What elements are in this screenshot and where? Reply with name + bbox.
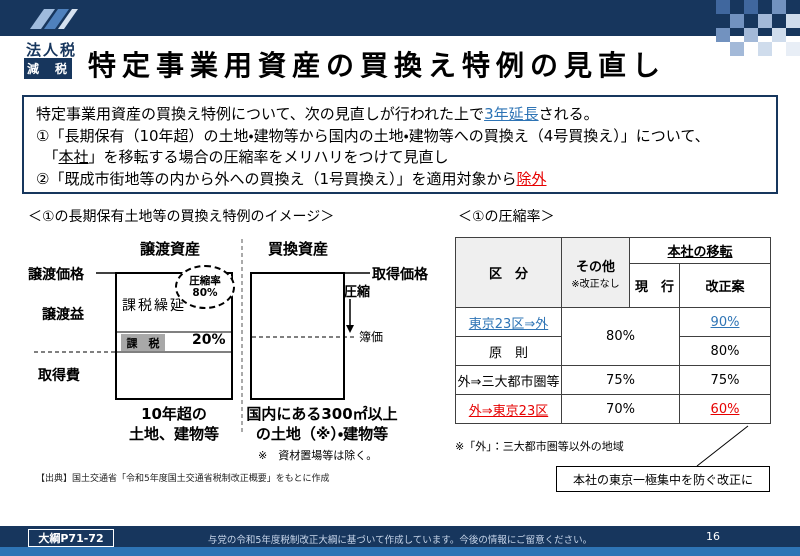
tax-deferral-label: 課税繰延 <box>122 298 186 314</box>
footer-accent-strip <box>0 547 800 556</box>
checker-cell <box>786 0 800 14</box>
headquarters-highlight: 本社 <box>58 148 89 167</box>
tax-reduction-badge: 減 税 <box>24 58 72 79</box>
replacement-asset-bar <box>250 272 345 400</box>
summary-line-1: 特定事業用資産の買換え特例について、次の見直しが行われた上で3年延長される。 <box>36 104 764 126</box>
book-value-label: 簿価 <box>359 330 384 344</box>
table-cell-label: 東京23区⇒外 <box>455 307 562 337</box>
table-cell-label: 外⇒東京23区 <box>455 394 562 424</box>
transfer-price-label: 譲渡価格 <box>28 267 84 283</box>
taxed-chip: 課 税 <box>121 334 165 351</box>
category-label: 法人税 <box>26 41 78 59</box>
callout-box: 本社の東京一極集中を防ぐ改正に <box>556 466 770 492</box>
diagram-lines <box>34 239 370 435</box>
checker-cell <box>772 0 786 14</box>
checker-cell <box>758 14 772 28</box>
checker-cell <box>758 42 772 56</box>
table-cell-value: 80% <box>561 307 680 366</box>
logo-icon <box>30 9 78 29</box>
replacement-diagram: 譲渡資産 買換資産 譲渡価格 取得価格 課税繰延 圧縮率 80% 課 税 20%… <box>0 225 452 503</box>
replacement-asset-label: 買換資産 <box>268 240 329 258</box>
th-revised: 改正案 <box>679 263 771 308</box>
checker-cell <box>772 42 786 56</box>
th-other: その他 ※改正なし <box>561 237 630 308</box>
compression-rate-value: 80% <box>192 287 218 299</box>
checker-cell <box>744 14 758 28</box>
table-cell-label: 原 則 <box>455 336 562 366</box>
checker-cell <box>786 14 800 28</box>
left-bar-caption-line1: 10年超の <box>141 405 207 423</box>
transfer-asset-label: 譲渡資産 <box>140 240 201 258</box>
table-section-title: ＜①の圧縮率＞ <box>458 209 555 225</box>
checker-cell <box>730 42 744 56</box>
summary-box: 特定事業用資産の買換え特例について、次の見直しが行われた上で3年延長される。 ①… <box>22 95 778 194</box>
checker-cell <box>772 28 786 42</box>
diagram-section-title: ＜①の長期保有土地等の買換え特例のイメージ＞ <box>28 209 335 225</box>
table-note: ※「外」：三大都市圏等以外の地域 <box>455 440 624 453</box>
compression-rate-text: 圧縮率 <box>189 274 221 287</box>
callout-connector <box>696 425 749 467</box>
compression-rate-table: 区 分 その他 ※改正なし 本社の移転 現 行 改正案 東京23区⇒外 80% … <box>455 237 771 424</box>
compression-label: 圧縮 <box>344 285 371 300</box>
checker-cell <box>744 28 758 42</box>
page-title: 特定事業用資産の買換え特例の見直し <box>88 49 667 82</box>
summary-line-3: 「本社」を移転する場合の圧縮率をメリハリをつけて見直し <box>36 147 764 169</box>
summary-text: 」を移転する場合の圧縮率をメリハリをつけて見直し <box>88 148 449 167</box>
checker-cell <box>786 42 800 56</box>
summary-text: 特定事業用資産の買換え特例について、次の見直しが行われた上で <box>36 105 485 123</box>
summary-line-2: ①「長期保有（10年超）の土地・建物等から国内の土地・建物等への買換え（4号買換… <box>36 126 710 145</box>
checker-cell <box>758 28 772 42</box>
checker-cell <box>716 0 730 14</box>
table-cell-value: 80% <box>679 336 771 366</box>
th-hq-relocation-label: 本社の移転 <box>667 245 733 260</box>
outline-ref-badge: 大綱P71-72 <box>28 529 114 547</box>
summary-text: される。 <box>538 105 599 123</box>
footer-bar <box>0 526 800 547</box>
table-cell-value: 75% <box>561 365 680 395</box>
summary-text: ②「既成市街地等の内から外への買換え（1号買換え）」を適用対象から <box>36 169 517 188</box>
checker-cell <box>730 28 744 42</box>
checker-cell <box>744 0 758 14</box>
summary-text: 「 <box>36 148 59 167</box>
top-bar <box>0 0 800 36</box>
right-bar-caption-line1: 国内にある300㎡以上 <box>246 405 398 423</box>
summary-line-4: ②「既成市街地等の内から外への買換え（1号買換え）」を適用対象から除外 <box>36 169 764 191</box>
exclusion-highlight: 除外 <box>516 169 547 188</box>
compression-rate-bubble: 圧縮率 80% <box>175 265 235 309</box>
checker-cell <box>758 0 772 14</box>
th-category: 区 分 <box>455 237 562 308</box>
th-hq-relocation: 本社の移転 <box>629 237 771 264</box>
table-cell-value: 60% <box>679 394 771 424</box>
checker-cell <box>772 14 786 28</box>
th-other-line2: ※改正なし <box>571 278 620 290</box>
table-cell-value: 90% <box>679 307 771 337</box>
acquisition-cost-label: 取得費 <box>38 368 80 384</box>
left-bar-caption-line2: 土地、建物等 <box>128 424 219 443</box>
checker-cell <box>716 42 730 56</box>
caption-note: ※ 資材置場等は除く。 <box>258 449 378 462</box>
left-bar-caption: 10年超の 土地、建物等 <box>110 405 238 444</box>
checker-cell <box>744 42 758 56</box>
right-bar-caption: 国内にある300㎡以上 の土地（※）・建物等 <box>238 405 406 444</box>
acquisition-price-label: 取得価格 <box>372 267 428 283</box>
checker-cell <box>730 0 744 14</box>
checker-cell <box>716 28 730 42</box>
right-bar-caption-line2: の土地（※）・建物等 <box>255 424 389 443</box>
checker-cell <box>716 14 730 28</box>
transfer-gain-label: 譲渡益 <box>42 307 84 323</box>
th-current: 現 行 <box>629 263 680 308</box>
table-cell-value: 75% <box>679 365 771 395</box>
transfer-asset-bar <box>115 272 233 400</box>
footer-notice: 与党の令和5年度税制改正大綱に基づいて作成しています。今後の情報にご留意ください… <box>207 535 593 546</box>
taxed-percent: 20% <box>192 332 226 348</box>
page-number: 16 <box>706 530 720 543</box>
table-cell-label: 外⇒三大都市圏等 <box>455 365 562 395</box>
source-note: 【出典】国土交通省「令和5年度国土交通省税制改正概要」をもとに作成 <box>36 474 330 484</box>
checker-cell <box>786 28 800 42</box>
checker-pattern <box>716 0 800 56</box>
th-other-line1: その他 <box>575 259 615 275</box>
checker-cell <box>730 14 744 28</box>
extension-highlight: 3年延長 <box>484 105 539 123</box>
